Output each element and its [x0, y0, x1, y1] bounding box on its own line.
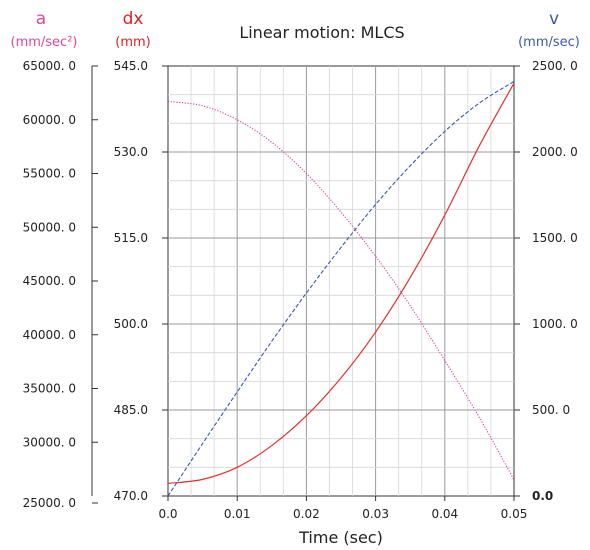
axes — [91, 65, 520, 504]
v-tick-label: 1500. 0 — [532, 231, 578, 245]
x-axis-label: Time (sec) — [298, 528, 383, 547]
x-tick-label: 0.04 — [431, 507, 458, 521]
dx-axis-title: dx — [123, 9, 144, 29]
a-tick-label: 55000. 0 — [23, 167, 76, 181]
grid — [167, 65, 515, 497]
a-tick-label: 65000. 0 — [23, 59, 76, 73]
plot-frame — [167, 65, 515, 497]
dx-tick-label: 545.0 — [114, 59, 148, 73]
x-tick-label: 0.0 — [158, 507, 177, 521]
a-tick-label: 30000. 0 — [23, 435, 76, 449]
series-line-dx — [167, 82, 515, 484]
a-axis-title: a — [36, 9, 46, 29]
dx-tick-label: 470.0 — [114, 489, 148, 503]
x-tick-label: 0.02 — [293, 507, 320, 521]
a-tick-label: 50000. 0 — [23, 220, 76, 234]
series-line-v — [167, 81, 515, 497]
v-axis-title: v — [549, 9, 559, 29]
dx-axis-unit: (mm) — [115, 35, 150, 50]
dx-tick-label: 485.0 — [114, 403, 148, 417]
a-tick-label: 40000. 0 — [23, 328, 76, 342]
v-tick-label: 500. 0 — [532, 403, 570, 417]
a-tick-label: 25000. 0 — [23, 496, 76, 510]
v-axis-unit: (mm/sec) — [518, 35, 580, 50]
series-lines — [167, 81, 515, 497]
a-axis-unit: (mm/sec²) — [11, 35, 78, 50]
v-tick-label: 2000. 0 — [532, 145, 578, 159]
a-tick-label: 60000. 0 — [23, 113, 76, 127]
labels: 0.0 0.01 0.02 0.03 0.04 0.05 Time (sec) 470.0 48… — [11, 9, 580, 547]
dx-tick-label: 500.0 — [114, 317, 148, 331]
series-line-a — [167, 100, 515, 481]
x-tick-label: 0.03 — [362, 507, 389, 521]
v-tick-label: 1000. 0 — [532, 317, 578, 331]
v-tick-label: 0.0 — [532, 489, 553, 503]
chart-title: Linear motion: MLCS — [239, 23, 404, 42]
v-tick-label: 2500. 0 — [532, 59, 578, 73]
x-tick-label: 0.05 — [501, 507, 528, 521]
a-tick-label: 45000. 0 — [23, 274, 76, 288]
a-tick-label: 35000. 0 — [23, 382, 76, 396]
x-tick-label: 0.01 — [224, 507, 251, 521]
dx-tick-label: 515.0 — [114, 231, 148, 245]
dx-tick-label: 530.0 — [114, 145, 148, 159]
